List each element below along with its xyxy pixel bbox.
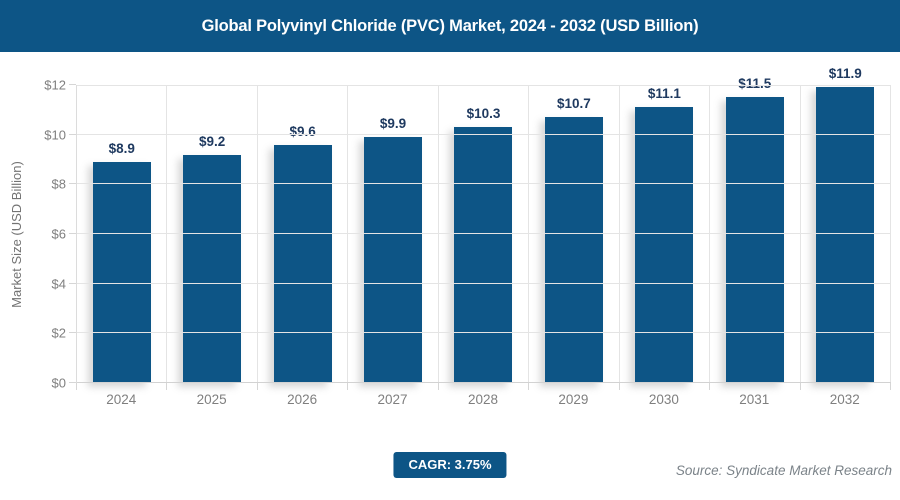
y-tick-mark: [69, 133, 76, 135]
gridline-y-4: [77, 282, 891, 284]
bar-2029: [544, 117, 603, 383]
x-label-2031: 2031: [739, 392, 770, 407]
x-tick-mark: [889, 383, 891, 390]
y-tick-mark: [69, 183, 76, 185]
gridline-y-8: [77, 183, 891, 185]
bar-value-2031: $11.5: [738, 76, 772, 92]
y-tick-mark: [69, 382, 76, 383]
x-tick-mark: [618, 383, 620, 390]
x-tick-mark: [528, 383, 530, 390]
gridline-y-0: [77, 382, 891, 383]
x-tick-mark: [166, 383, 168, 390]
gridline-y-10: [77, 133, 891, 135]
bar-value-2027: $9.9: [379, 116, 407, 132]
bar-slot-2028: $10.3: [439, 85, 530, 390]
x-tick-mark: [347, 383, 349, 390]
bar-2031: [725, 97, 784, 383]
bar-value-2032: $11.9: [828, 66, 862, 82]
x-tick-mark: [76, 383, 77, 390]
bar-value-2029: $10.7: [557, 96, 591, 112]
chart-title: Global Polyvinyl Chloride (PVC) Market, …: [201, 16, 699, 35]
x-tick-mark: [709, 383, 711, 390]
bar-2032: [816, 87, 875, 383]
gridline-y-12: [77, 85, 891, 86]
x-label-2024: 2024: [106, 392, 137, 407]
y-tick-mark: [69, 282, 76, 284]
bar-slot-2026: $9.6: [258, 85, 349, 390]
x-label-2026: 2026: [287, 392, 318, 407]
y-tick-label-4: $4: [51, 276, 66, 292]
gridline-y-6: [77, 233, 891, 234]
bar-2028: [454, 127, 513, 383]
bar-2027: [364, 137, 423, 383]
x-label-2032: 2032: [829, 392, 860, 407]
x-tick-mark: [437, 383, 439, 390]
gridline-y-2: [77, 332, 891, 334]
y-tick-label-6: $6: [51, 226, 66, 242]
y-tick-mark: [69, 233, 76, 234]
bar-value-2028: $10.3: [466, 106, 501, 122]
bar-value-2025: $9.2: [199, 133, 226, 149]
bar-value-2026: $9.6: [289, 123, 316, 139]
bar-2025: [183, 154, 242, 383]
bar-slot-2032: $11.9: [801, 66, 891, 390]
y-tick-label-2: $2: [51, 325, 66, 341]
x-tick-mark: [256, 383, 258, 390]
y-tick-label-0: $0: [51, 375, 66, 391]
x-label-2030: 2030: [648, 392, 679, 407]
y-tick-label-8: $8: [51, 176, 66, 192]
x-label-2028: 2028: [467, 392, 498, 407]
bar-2030: [635, 107, 694, 383]
bar-slot-2024: $8.9: [76, 85, 168, 390]
y-tick-label-10: $10: [44, 127, 66, 143]
x-tick-mark: [799, 383, 801, 390]
y-tick-label-12: $12: [44, 77, 66, 93]
bar-slot-2025: $9.2: [167, 85, 258, 390]
y-tick-mark: [69, 84, 76, 85]
bar-value-2024: $8.9: [108, 140, 135, 156]
bar-slot-2027: $9.9: [348, 85, 439, 390]
bar-slots: $8.9 $9.2 $9.6 $9.9 $10.3 $10.7 $11.1 $11.5 $11.…: [76, 66, 891, 390]
bar-2024: [92, 161, 151, 383]
x-label-2027: 2027: [377, 392, 408, 407]
chart-title-bar: Global Polyvinyl Chloride (PVC) Market, …: [0, 0, 900, 52]
bar-slot-2031: $11.5: [710, 76, 801, 390]
x-axis-labels: 2024 2025 2026 2027 2028 2029 2030 2031 2032: [76, 392, 890, 407]
bar-2026: [273, 144, 332, 383]
plot-area: $8.9 $9.2 $9.6 $9.9 $10.3 $10.7 $11.1 $11.5 $11.…: [76, 66, 891, 390]
y-axis-ticks: $0 $2 $4 $6 $8 $10 $12: [0, 78, 76, 391]
cagr-badge: CAGR: 3.75%: [393, 452, 507, 478]
bar-slot-2030: $11.1: [620, 85, 711, 390]
bar-slot-2029: $10.7: [529, 85, 620, 390]
bar-value-2030: $11.1: [647, 86, 681, 102]
x-label-2025: 2025: [196, 392, 227, 407]
x-label-2029: 2029: [558, 392, 589, 407]
source-attribution: Source: Syndicate Market Research: [675, 463, 892, 478]
y-tick-mark: [69, 332, 76, 334]
